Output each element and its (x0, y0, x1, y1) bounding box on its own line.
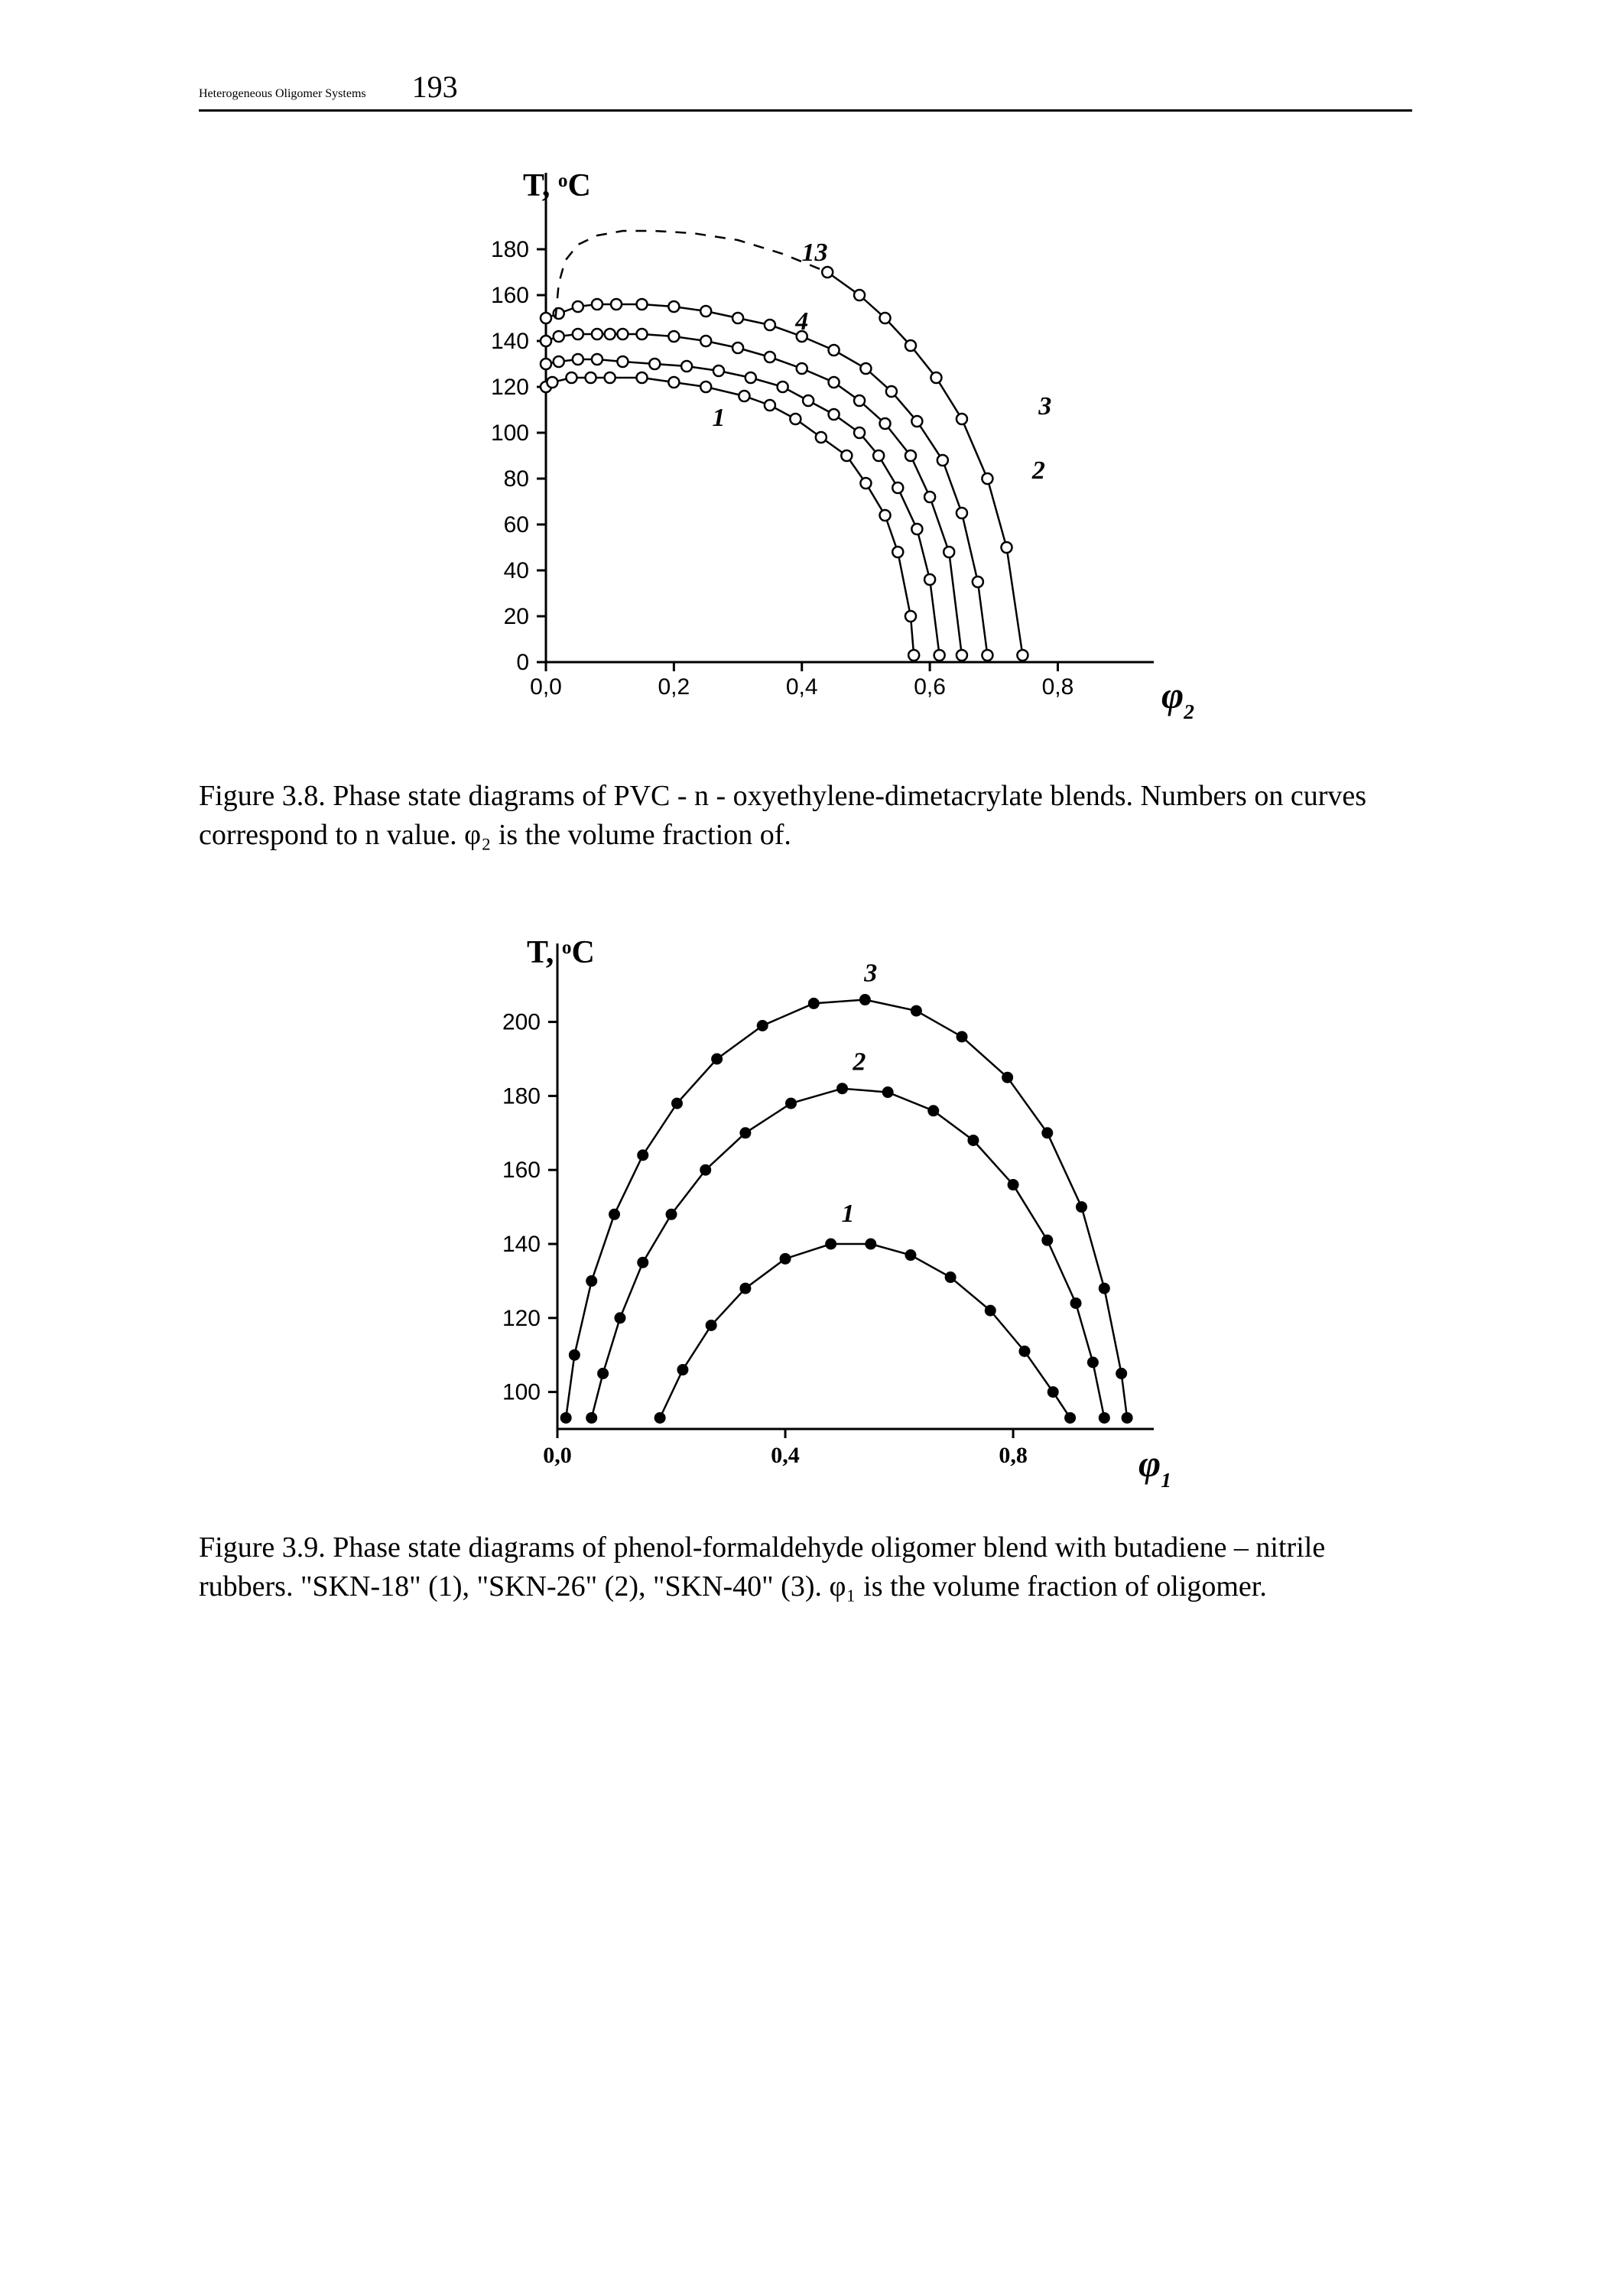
svg-text:160: 160 (502, 1158, 540, 1183)
svg-text:1: 1 (841, 1200, 854, 1228)
svg-text:3: 3 (863, 959, 877, 987)
svg-text:60: 60 (503, 512, 528, 537)
svg-text:0,0: 0,0 (543, 1443, 572, 1468)
svg-text:φ1: φ1 (1138, 1442, 1171, 1492)
svg-text:140: 140 (502, 1232, 540, 1257)
svg-text:180: 180 (502, 1083, 540, 1109)
running-title: Heterogeneous Oligomer Systems (199, 87, 366, 101)
svg-text:φ2: φ2 (1161, 674, 1194, 723)
svg-text:T, oC: T, oC (527, 935, 595, 970)
svg-text:160: 160 (490, 283, 528, 308)
svg-text:40: 40 (503, 558, 528, 583)
svg-text:0,0: 0,0 (530, 674, 562, 700)
svg-text:0,2: 0,2 (658, 674, 690, 700)
svg-text:2: 2 (852, 1047, 866, 1076)
svg-text:180: 180 (490, 237, 528, 262)
figure-3-8: 0 20 40 60 80 100 120 140 160 180 0,0 0,2 0,4 0,6 0,8 T… (199, 158, 1412, 754)
running-head: Heterogeneous Oligomer Systems 193 (199, 69, 1412, 112)
svg-text:T, oC: T, oC (523, 168, 591, 203)
svg-text:80: 80 (503, 466, 528, 492)
svg-text:20: 20 (503, 604, 528, 629)
figure-3-9-caption: Figure 3.9. Phase state diagrams of phen… (199, 1528, 1412, 1607)
chart-3-9-svg: 100 120 140 160 180 200 0,0 0,4 0,8 T, oC φ1 1 2 3 (404, 924, 1207, 1505)
svg-text:120: 120 (490, 375, 528, 400)
figure-3-8-caption: Figure 3.8. Phase state diagrams of PVC … (199, 777, 1412, 856)
svg-text:0,8: 0,8 (999, 1443, 1028, 1468)
svg-text:13: 13 (801, 239, 827, 267)
svg-text:0,8: 0,8 (1041, 674, 1073, 700)
chart-3-8-svg: 0 20 40 60 80 100 120 140 160 180 0,0 0,2 0,4 0,6 0,8 T… (404, 158, 1207, 754)
svg-text:200: 200 (502, 1009, 540, 1034)
svg-text:2: 2 (1031, 456, 1044, 485)
svg-text:0,4: 0,4 (785, 674, 817, 700)
page-number: 193 (366, 69, 458, 105)
svg-text:100: 100 (502, 1379, 540, 1405)
svg-text:4: 4 (794, 307, 808, 336)
svg-text:3: 3 (1038, 392, 1051, 421)
svg-text:0,6: 0,6 (914, 674, 946, 700)
svg-text:120: 120 (502, 1305, 540, 1330)
svg-text:1: 1 (712, 404, 725, 432)
svg-text:0: 0 (516, 650, 529, 675)
figure-3-9: 100 120 140 160 180 200 0,0 0,4 0,8 T, oC φ1 1 2 3 (199, 924, 1412, 1505)
svg-text:100: 100 (490, 421, 528, 446)
svg-text:140: 140 (490, 329, 528, 354)
svg-text:0,4: 0,4 (771, 1443, 800, 1468)
